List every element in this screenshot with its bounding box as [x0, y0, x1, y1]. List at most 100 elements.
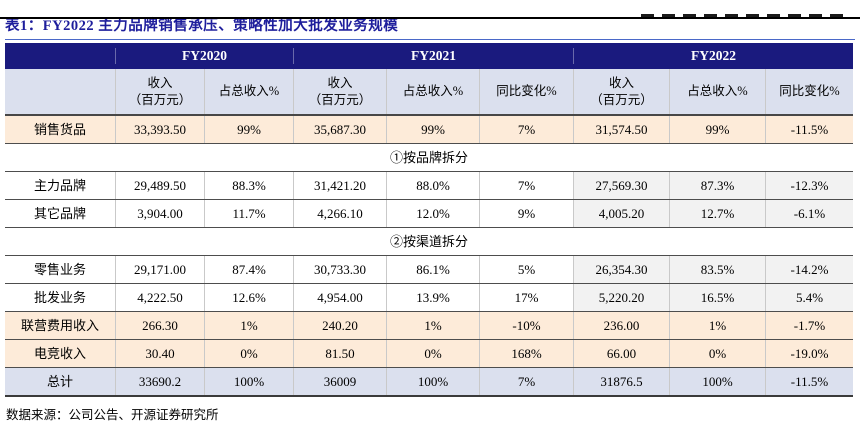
row-label: 总计 [5, 368, 115, 395]
table-cell: 99% [669, 116, 765, 143]
table-row: 联营费用收入 266.30 1% 240.20 1% -10% 236.00 1% -1.7% [5, 312, 853, 340]
table-cell: 240.20 [293, 312, 386, 339]
table-cell: 236.00 [573, 312, 669, 339]
table-cell: 26,354.30 [573, 256, 669, 283]
table-cell: -11.5% [765, 368, 853, 395]
table-cell: 30.40 [115, 340, 204, 367]
table-title-block: 表1：FY2022 主力品牌销售承压、策略性加大批发业务规模 [5, 14, 855, 40]
table-cell: 5.4% [765, 284, 853, 311]
table-title: FY2022 主力品牌销售承压、策略性加大批发业务规模 [42, 18, 399, 34]
table-cell: 100% [386, 368, 479, 395]
table-row: 电竞收入 30.40 0% 81.50 0% 168% 66.00 0% -19.0% [5, 340, 853, 368]
row-label: 零售业务 [33, 261, 86, 277]
table-cell: 100% [669, 368, 765, 395]
table-cell: 1% [386, 312, 479, 339]
table-cell: 11.7% [204, 200, 293, 227]
table-cell: 31,574.50 [573, 116, 669, 143]
table-row: 批发业务 4,222.50 12.6% 4,954.00 13.9% 17% 5,220.2… [5, 284, 853, 312]
column-header-share-fy2022: 占总收入% [669, 69, 765, 114]
table-cell: -1.7% [765, 312, 853, 339]
table-cell: 12.0% [386, 200, 479, 227]
table-cell: 4,266.10 [293, 200, 386, 227]
table-cell: 3,904.00 [115, 200, 204, 227]
table-cell: 33690.2 [115, 368, 204, 395]
table-cell: 4,222.50 [115, 284, 204, 311]
table-cell: 1% [669, 312, 765, 339]
table-row: 零售业务 29,171.00 87.4% 30,733.30 86.1% 5% 26,354… [5, 256, 853, 284]
row-label: 批发业务 [33, 289, 86, 305]
table-number-label: 表1： [5, 18, 43, 34]
row-label: 电竞收入 [5, 340, 115, 367]
table-cell: 99% [204, 116, 293, 143]
year-header-fy2020: FY2020 [115, 48, 293, 64]
column-header-revenue-fy2022: 收入 （百万元） [573, 69, 669, 114]
table-cell: 16.5% [669, 284, 765, 311]
table-cell: 13.9% [386, 284, 479, 311]
table-cell: 12.7% [669, 200, 765, 227]
column-header-empty-cell [5, 69, 115, 114]
table-cell: 30,733.30 [293, 256, 386, 283]
table-cell: 266.30 [115, 312, 204, 339]
column-header-share-fy2021: 占总收入% [386, 69, 479, 114]
table-body: 销售货品 33,393.50 99% 35,687.30 99% 7% 31,574.50 9… [5, 116, 853, 397]
table-cell: 88.0% [386, 172, 479, 199]
table-cell: -10% [479, 312, 573, 339]
table-cell: 1% [204, 312, 293, 339]
section-row: ①按品牌拆分 [5, 144, 853, 172]
table-cell: 83.5% [669, 256, 765, 283]
column-header-share-fy2020: 占总收入% [204, 69, 293, 114]
table-cell: 7% [479, 116, 573, 143]
clipped-page-header-text [641, 14, 846, 17]
table-cell: -19.0% [765, 340, 853, 367]
year-header-row: FY2020 FY2021 FY2022 [5, 43, 853, 69]
table-cell: 0% [669, 340, 765, 367]
table-cell: 4,005.20 [573, 200, 669, 227]
section-label: ①按品牌拆分 [5, 144, 853, 171]
row-label: 销售货品 [5, 116, 115, 143]
table-cell: 27,569.30 [573, 172, 669, 199]
table-cell: -6.1% [765, 200, 853, 227]
table-cell: 86.1% [386, 256, 479, 283]
table-cell: 81.50 [293, 340, 386, 367]
data-source-note: 数据来源：公司公告、开源证券研究所 [6, 408, 219, 422]
section-label: ②按渠道拆分 [5, 228, 853, 255]
table-cell: 0% [386, 340, 479, 367]
column-header-row: 收入 （百万元） 占总收入% 收入 （百万元） 占总收入% 同比变化% 收入 （… [5, 69, 853, 116]
row-label: 其它品牌 [33, 205, 86, 221]
table-cell: 0% [204, 340, 293, 367]
table-cell: 29,171.00 [115, 256, 204, 283]
row-label: 主力品牌 [33, 177, 86, 193]
year-header-empty-cell [5, 43, 115, 69]
table-cell: 88.3% [204, 172, 293, 199]
table-row: 主力品牌 29,489.50 88.3% 31,421.20 88.0% 7% 27,569… [5, 172, 853, 200]
table-cell: 66.00 [573, 340, 669, 367]
table-cell: 4,954.00 [293, 284, 386, 311]
column-header-yoy-fy2021: 同比变化% [479, 69, 573, 114]
table-cell: 35,687.30 [293, 116, 386, 143]
data-table: FY2020 FY2021 FY2022 收入 （百万元） 占总收入% 收入 （… [5, 43, 853, 397]
column-header-revenue-fy2021: 收入 （百万元） [293, 69, 386, 114]
table-cell: 33,393.50 [115, 116, 204, 143]
column-header-revenue-fy2020: 收入 （百万元） [115, 69, 204, 114]
table-cell: 36009 [293, 368, 386, 395]
table-cell: 17% [479, 284, 573, 311]
table-cell: 29,489.50 [115, 172, 204, 199]
table-cell: 31876.5 [573, 368, 669, 395]
column-header-yoy-fy2022: 同比变化% [765, 69, 853, 114]
table-row: 其它品牌 3,904.00 11.7% 4,266.10 12.0% 9% 4,005.20… [5, 200, 853, 228]
section-row: ②按渠道拆分 [5, 228, 853, 256]
table-row: 总计 33690.2 100% 36009 100% 7% 31876.5 100% -11.5… [5, 368, 853, 397]
table-cell: 5% [479, 256, 573, 283]
table-cell: 87.3% [669, 172, 765, 199]
table-row: 销售货品 33,393.50 99% 35,687.30 99% 7% 31,574.50 9… [5, 116, 853, 144]
year-header-fy2022: FY2022 [573, 48, 853, 64]
table-cell: -14.2% [765, 256, 853, 283]
year-header-fy2021: FY2021 [293, 48, 573, 64]
table-cell: 5,220.20 [573, 284, 669, 311]
table-cell: 9% [479, 200, 573, 227]
table-cell: 87.4% [204, 256, 293, 283]
table-cell: 7% [479, 172, 573, 199]
table-cell: -12.3% [765, 172, 853, 199]
table-cell: 168% [479, 340, 573, 367]
table-cell: -11.5% [765, 116, 853, 143]
